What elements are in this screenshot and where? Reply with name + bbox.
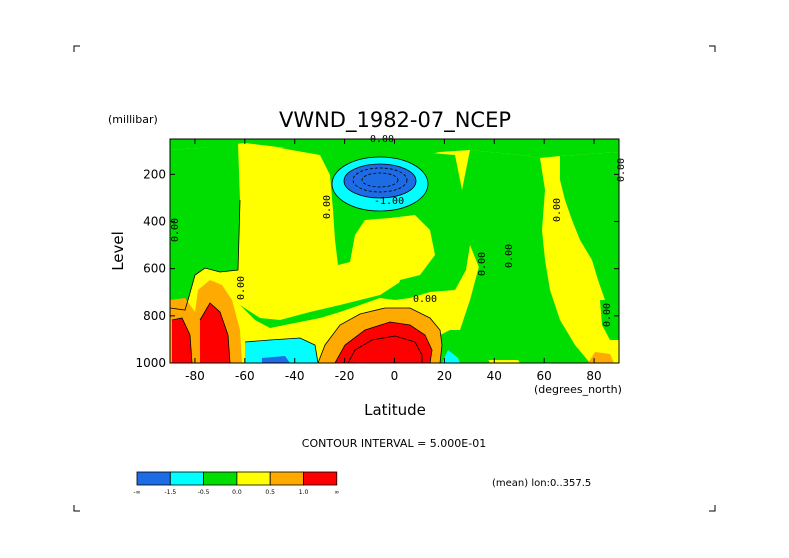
x-axis: -80 -60 -40 -20 0 20 40 60 80 <box>185 139 602 383</box>
x-tick-label: -40 <box>285 369 305 383</box>
contour-label: 0.00 <box>602 303 613 327</box>
blue-spot-south-surface <box>262 356 290 363</box>
x-tick-label: 0 <box>391 369 399 383</box>
crop-marks <box>73 45 716 512</box>
red-core-south-b <box>200 303 230 363</box>
x-tick-label: 40 <box>487 369 502 383</box>
contour-label: 0.00 <box>413 294 437 305</box>
green-region-south <box>170 143 240 310</box>
colorbar-label: 1.0 <box>299 489 309 496</box>
green-region-mid-lowlat <box>460 240 530 360</box>
chart-title: VWND_1982-07_NCEP <box>279 108 511 133</box>
contour-lines <box>170 156 443 363</box>
x-tick-label: -20 <box>335 369 355 383</box>
x-axis-title: Latitude <box>364 401 426 419</box>
colorbar-swatch <box>303 471 338 486</box>
colorbar-label: -1.5 <box>164 489 176 496</box>
y-tick-label: 600 <box>143 262 166 276</box>
y-tick-label: 200 <box>143 167 166 181</box>
x-tick-label: 80 <box>586 369 601 383</box>
y-units-label: (millibar) <box>108 113 158 126</box>
colorbar-swatch <box>236 471 271 486</box>
green-region-east-high <box>560 152 619 310</box>
contour-label: 0.00 <box>170 218 181 242</box>
colorbar-swatch <box>136 471 171 486</box>
colorbar-label: ∞ <box>334 489 339 496</box>
green-region-surface-east <box>430 330 490 363</box>
blue-core-upper <box>344 164 416 198</box>
y-tick-label: 1000 <box>135 356 166 370</box>
mean-lon-text: (mean) lon:0..357.5 <box>492 478 591 489</box>
y-axis-title: Level <box>109 231 127 271</box>
contour-field <box>170 139 619 363</box>
y-axis: 200 400 600 800 1000 <box>135 167 619 370</box>
contour-label: 0.00 <box>504 244 515 268</box>
colorbar-label: 0.0 <box>232 489 242 496</box>
contour-label: 0.00 <box>552 198 563 222</box>
contour-label: 0.00 <box>616 158 627 182</box>
green-region-top-band <box>170 139 619 158</box>
x-tick-label: 60 <box>537 369 552 383</box>
cyan-spot-surface-20 <box>442 350 460 363</box>
x-tick-label: -60 <box>235 369 255 383</box>
x-units-label: (degrees_north) <box>534 383 622 396</box>
colorbar-label: -0.5 <box>198 489 210 496</box>
cyan-region-south-surface <box>245 338 318 363</box>
colorbar-swatch <box>269 471 304 486</box>
contour-label: -1.00 <box>374 196 404 207</box>
y-tick-label: 400 <box>143 215 166 229</box>
contour-interval-text: CONTOUR INTERVAL = 5.000E-01 <box>302 437 486 450</box>
y-tick-label: 800 <box>143 309 166 323</box>
contour-label: 0.00 <box>370 134 394 145</box>
x-tick-label: 20 <box>437 369 452 383</box>
colorbar-swatch <box>203 471 238 486</box>
colorbar: -∞ -1.5 -0.5 0.0 0.5 1.0 ∞ <box>133 471 339 496</box>
contour-label: 0.00 <box>236 276 247 300</box>
contour-label: 0.00 <box>477 252 488 276</box>
x-tick-label: -80 <box>185 369 205 383</box>
colorbar-label: -∞ <box>133 489 140 496</box>
green-region-east-edge <box>600 300 619 340</box>
colorbar-swatch <box>169 471 205 486</box>
red-core-lowlat <box>335 322 432 363</box>
colorbar-label: 0.5 <box>265 489 275 496</box>
contour-label: 0.00 <box>322 195 333 219</box>
contour-label-group: 0.00 -1.00 0.00 0.00 0.00 0.00 0.00 0.00… <box>170 134 627 327</box>
